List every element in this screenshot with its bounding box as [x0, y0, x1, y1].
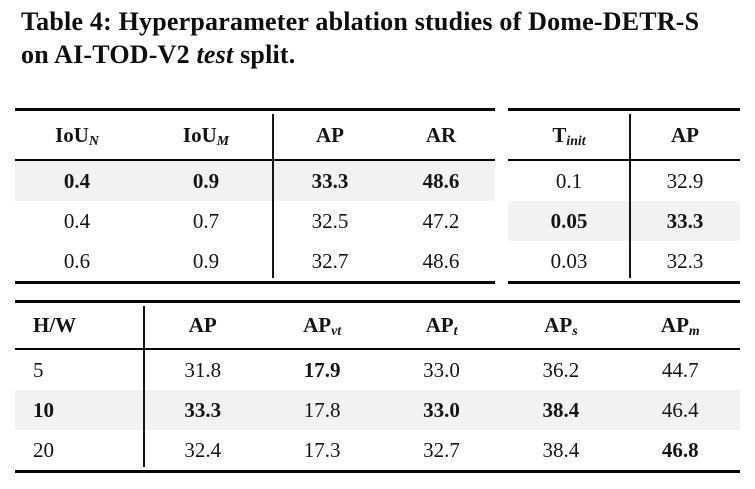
table-mid-rule [15, 348, 740, 350]
column-separator [272, 114, 274, 278]
table-cell: 33.3 [666, 208, 704, 233]
table-cell: 32.9 [666, 168, 704, 193]
table-cell: 32.7 [311, 248, 349, 273]
table-cell: 0.6 [63, 248, 91, 273]
table-row: 0.05 33.3 [508, 201, 740, 241]
table-cell: 17.8 [303, 397, 341, 422]
table-cell: 46.8 [661, 437, 699, 462]
table-caption: Table 4: Hyperparameter ablation studies… [21, 5, 745, 71]
subscript: s [572, 323, 578, 339]
col-header-ap: AP [188, 313, 217, 337]
table-cell: 0.4 [63, 208, 91, 233]
col-header-iou-m: IoUM [182, 122, 230, 148]
table-row: 0.4 0.9 33.3 48.6 [15, 161, 495, 201]
table-cell: 0.9 [192, 248, 220, 273]
table-top-rule [508, 108, 740, 111]
tinit-table: Tinit AP 0.1 32.9 0.05 33.3 0.03 32.3 [508, 108, 740, 284]
table-cell: 0.1 [555, 168, 583, 193]
table-mid-rule [508, 159, 740, 161]
subscript: N [88, 132, 99, 148]
table-header-row: H/W AP APvt APt APs APm [15, 303, 740, 348]
table-cell: 33.0 [423, 357, 460, 382]
table-cell: 38.4 [542, 437, 580, 462]
col-header-hw: H/W [33, 313, 77, 337]
table-cell: 20 [33, 437, 54, 462]
caption-line2-prefix: on AI-TOD-V2 [21, 40, 197, 69]
table-cell: 36.2 [542, 357, 580, 382]
table-row: 0.1 32.9 [508, 161, 740, 201]
table-cell: 33.3 [311, 168, 349, 193]
col-header-ar: AR [425, 122, 457, 147]
col-header-ap: AP [671, 122, 699, 147]
table-cell: 46.4 [661, 397, 699, 422]
subscript: M [216, 132, 230, 148]
table-cell: 31.8 [184, 357, 222, 382]
table-row: 0.4 0.7 32.5 47.2 [15, 201, 495, 241]
caption-line1: Table 4: Hyperparameter ablation studies… [21, 7, 700, 36]
table-cell: 17.9 [303, 357, 341, 382]
table-cell: 33.0 [423, 397, 460, 422]
table-header-row: Tinit AP [508, 111, 740, 159]
col-header-ap-m: APm [660, 313, 700, 339]
table-row: 10 33.3 17.8 33.0 38.4 46.4 [15, 390, 740, 430]
table-cell: 5 [33, 357, 44, 382]
table-cell: 32.3 [666, 248, 704, 273]
caption-italic-word: test [196, 40, 234, 69]
table-row: 0.03 32.3 [508, 241, 740, 281]
col-header-t-init: Tinit [552, 122, 586, 148]
table-row: 5 31.8 17.9 33.0 36.2 44.7 [15, 350, 740, 390]
table-cell: 33.3 [184, 397, 222, 422]
table-cell: 48.6 [422, 168, 460, 193]
table-row: 20 32.4 17.3 32.7 38.4 46.8 [15, 430, 740, 470]
table-cell: 32.5 [311, 208, 349, 233]
col-header-ap-s: APs [544, 313, 578, 339]
table-row: 0.6 0.9 32.7 48.6 [15, 241, 495, 281]
table-cell: 44.7 [661, 357, 699, 382]
table-top-rule [15, 300, 740, 303]
subscript: init [566, 132, 586, 148]
table-mid-rule [15, 159, 495, 161]
col-header-iou-n: IoUN [55, 122, 99, 148]
table-cell: 48.6 [422, 248, 460, 273]
table-cell: 0.05 [550, 208, 588, 233]
table-cell: 0.9 [192, 168, 220, 193]
table-bottom-rule [15, 470, 740, 473]
table-header-row: IoUN IoUM AP AR [15, 111, 495, 159]
table-cell: 17.3 [303, 437, 341, 462]
table-top-rule [15, 108, 495, 111]
subscript: vt [331, 323, 342, 339]
col-header-ap-t: APt [425, 313, 458, 339]
table-cell: 0.7 [192, 208, 220, 233]
caption-line2-suffix: split. [233, 40, 296, 69]
table-bottom-rule [15, 281, 495, 284]
subscript: m [688, 323, 700, 339]
table-cell: 38.4 [542, 397, 580, 422]
hw-table: H/W AP APvt APt APs APm 5 31.8 17.9 33.0… [15, 300, 740, 473]
table-cell: 47.2 [422, 208, 460, 233]
table-cell: 32.4 [184, 437, 222, 462]
column-separator [143, 306, 145, 467]
table-cell: 0.03 [550, 248, 588, 273]
subscript: t [453, 323, 458, 339]
iou-table: IoUN IoUM AP AR 0.4 0.9 33.3 48.6 0.4 0.… [15, 108, 495, 284]
col-header-ap-vt: APvt [303, 313, 342, 339]
col-header-ap: AP [316, 122, 344, 147]
column-separator [629, 114, 631, 278]
table-bottom-rule [508, 281, 740, 284]
table-cell: 0.4 [63, 168, 91, 193]
table-cell: 10 [33, 397, 54, 422]
table-cell: 32.7 [423, 437, 460, 462]
